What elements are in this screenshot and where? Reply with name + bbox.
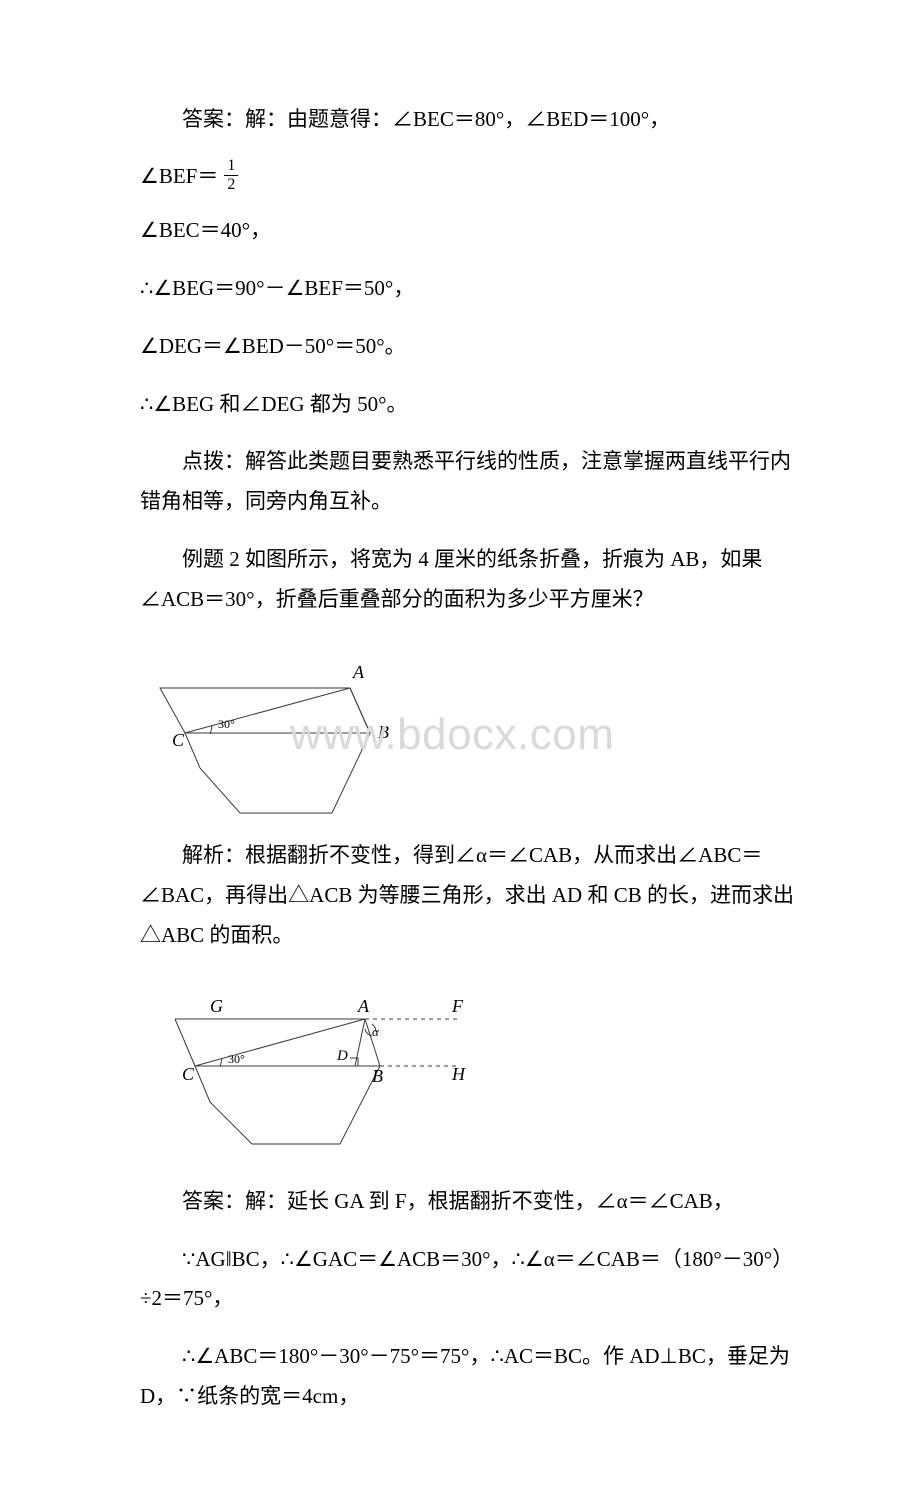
figure-2-container: G A F C D B H α 30° xyxy=(140,974,800,1164)
example-2-question: 例题 2 如图所示，将宽为 4 厘米的纸条折叠，折痕为 AB，如果∠ACB＝30… xyxy=(140,540,800,620)
figure-2-label-d: D xyxy=(336,1048,348,1064)
answer2-line-2: ∵AG‖BC，∴∠GAC＝∠ACB＝30°，∴∠α＝∠CAB＝（180°－30°… xyxy=(140,1240,800,1320)
figure-2-label-a: A xyxy=(357,996,370,1016)
answer-line-6: ∴∠BEG 和∠DEG 都为 50°。 xyxy=(140,385,800,425)
fraction-denominator: 2 xyxy=(227,176,235,193)
answer2-line-1: 答案：解：延长 GA 到 F，根据翻折不变性，∠α＝∠CAB， xyxy=(140,1182,800,1222)
answer2-line-3: ∴∠ABC＝180°－30°－75°＝75°，∴AC＝BC。作 AD⊥BC，垂足… xyxy=(140,1337,800,1417)
figure-1-angle-30: 30° xyxy=(218,717,235,731)
answer-line-2: ∠BEF＝ 1 2 xyxy=(140,158,800,193)
watermark-text: www.bdocx.com xyxy=(290,710,614,760)
figure-1-container: A B C 30° www.bdocx.com xyxy=(140,638,800,818)
fraction-numerator: 1 xyxy=(224,158,238,176)
figure-2-label-f: F xyxy=(451,996,464,1016)
fraction-half: 1 2 xyxy=(224,158,238,193)
analysis-paragraph: 解析：根据翻折不变性，得到∠α＝∠CAB，从而求出∠ABC＝∠BAC，再得出△A… xyxy=(140,836,800,956)
figure-2-label-g: G xyxy=(210,996,223,1016)
tip-paragraph: 点拨：解答此类题目要熟悉平行线的性质，注意掌握两直线平行内错角相等，同旁内角互补… xyxy=(140,442,800,522)
figure-2-angle-30: 30° xyxy=(228,1052,245,1066)
answer-line-5: ∠DEG＝∠BED－50°＝50°。 xyxy=(140,327,800,367)
figure-2-svg: G A F C D B H α 30° xyxy=(140,974,500,1164)
figure-2-label-c: C xyxy=(182,1064,195,1084)
answer-line-1: 答案：解：由题意得：∠BEC＝80°，∠BED＝100°， xyxy=(140,100,800,140)
figure-2-alpha: α xyxy=(372,1024,380,1039)
answer-line-3: ∠BEC＝40°， xyxy=(140,211,800,251)
figure-2-label-h: H xyxy=(451,1064,466,1084)
bef-prefix: ∠BEF＝ xyxy=(140,160,218,190)
figure-2-label-b: B xyxy=(372,1066,383,1086)
figure-1-label-a: A xyxy=(352,662,365,682)
figure-1-label-c: C xyxy=(172,730,185,750)
answer-line-4: ∴∠BEG＝90°－∠BEF＝50°， xyxy=(140,269,800,309)
